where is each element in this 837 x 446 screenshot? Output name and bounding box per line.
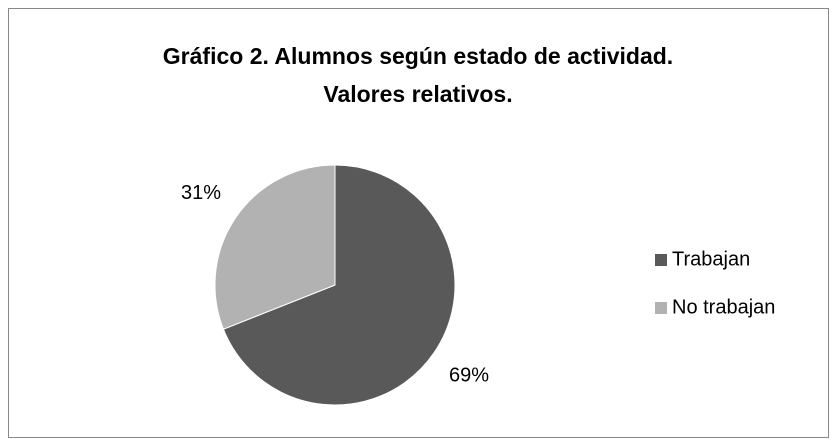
pie-slice	[214, 164, 336, 330]
data-label: 31%	[181, 182, 221, 204]
legend-swatch	[655, 254, 667, 266]
chart-title: Valores relativos.	[323, 81, 512, 107]
data-label: 69%	[449, 364, 489, 386]
legend-label: Trabajan	[672, 248, 750, 270]
pie-slice	[222, 164, 456, 406]
legend-label: No trabajan	[672, 296, 775, 318]
chart-title: Gráfico 2. Alumnos según estado de activ…	[163, 43, 673, 69]
legend-swatch	[655, 302, 667, 314]
